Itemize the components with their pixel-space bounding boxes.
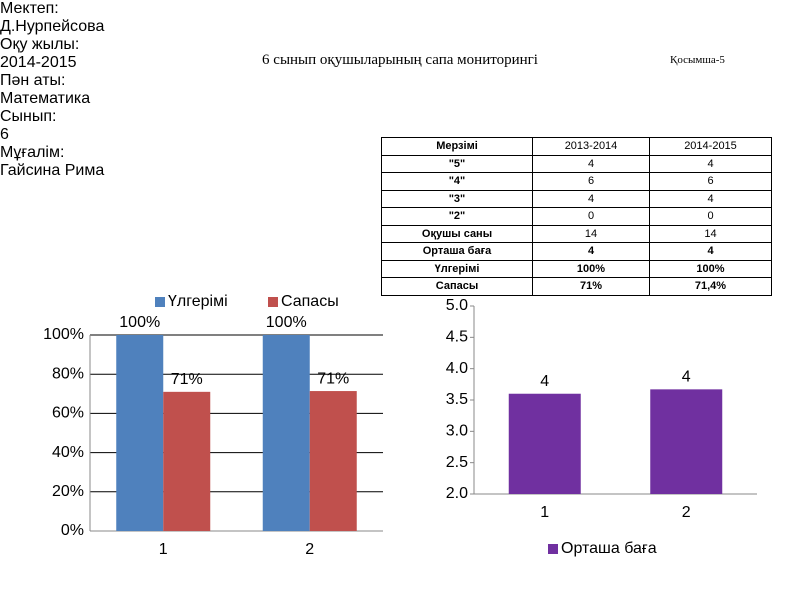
bar <box>309 391 357 531</box>
legend-label: Орташа баға <box>561 540 657 557</box>
y-tick-label: 4.5 <box>446 329 468 346</box>
bar <box>116 335 164 531</box>
value-label: 100% <box>266 314 307 331</box>
info-value: 2014-2015 <box>0 54 77 71</box>
y-tick-label: 3.5 <box>446 391 468 408</box>
info-block: Мектеп: Д.Нурпейсова Оқу жылы: 2014-2015 Пән… <box>0 0 800 180</box>
page-title: 6 сынып оқушыларының сапа мониторингі <box>262 52 538 68</box>
y-tick-label: 4.0 <box>446 360 468 377</box>
data-table: Мерзімі 2013-2014 2014-2015 "5" 4 4 "4" 6 6 "3" 4 4… <box>381 137 772 296</box>
bar <box>650 389 723 494</box>
x-tick-label: 2 <box>305 541 314 558</box>
value-label: 71% <box>317 370 349 387</box>
y-tick-label: 60% <box>52 405 84 422</box>
info-label: Мұғалім: <box>0 144 65 161</box>
y-tick-label: 40% <box>52 444 84 461</box>
table-row: Орташа баға 4 4 <box>381 242 772 261</box>
info-value: 6 <box>0 126 9 143</box>
x-tick-label: 2 <box>682 504 691 521</box>
value-label: 100% <box>119 314 160 331</box>
y-tick-label: 3.0 <box>446 423 468 440</box>
bar <box>262 335 310 531</box>
legend-swatch <box>548 544 558 554</box>
y-tick-label: 20% <box>52 483 84 500</box>
table-cell: Оқушы саны <box>381 224 533 243</box>
legend-label: Үлгерімі <box>168 293 228 310</box>
table-row: "2" 0 0 <box>381 207 772 226</box>
x-tick-label: 1 <box>159 541 168 558</box>
value-label: 71% <box>171 371 203 388</box>
info-value: Математика <box>0 90 91 107</box>
info-label: Пән аты: <box>0 72 66 89</box>
info-label: Оқу жылы: <box>0 36 80 53</box>
table-row: Сапасы 71% 71,4% <box>381 277 772 296</box>
legend-swatch <box>155 297 165 307</box>
table-header-cell: Мерзімі <box>381 137 533 156</box>
appendix-label: Қосымша-5 <box>670 54 725 66</box>
legend-swatch <box>268 297 278 307</box>
y-tick-label: 2.0 <box>446 485 468 502</box>
value-label: 4 <box>540 373 549 390</box>
info-label: Сынып: <box>0 108 57 125</box>
y-tick-label: 5.0 <box>446 297 468 314</box>
table-cell: "2" <box>381 207 533 226</box>
x-tick-label: 1 <box>540 504 549 521</box>
bar <box>508 393 581 494</box>
bar <box>163 391 211 531</box>
legend-label: Сапасы <box>281 293 339 310</box>
value-label: 4 <box>682 369 691 386</box>
info-label: Мектеп: <box>0 0 59 17</box>
y-tick-label: 100% <box>43 326 84 343</box>
info-value: Гайсина Рима <box>0 162 105 179</box>
info-value: Д.Нурпейсова <box>0 18 105 35</box>
y-tick-label: 80% <box>52 365 84 382</box>
table-cell: 71,4% <box>649 277 772 296</box>
y-tick-label: 0% <box>61 522 84 539</box>
y-tick-label: 2.5 <box>446 454 468 471</box>
table-cell: Сапасы <box>381 277 533 296</box>
